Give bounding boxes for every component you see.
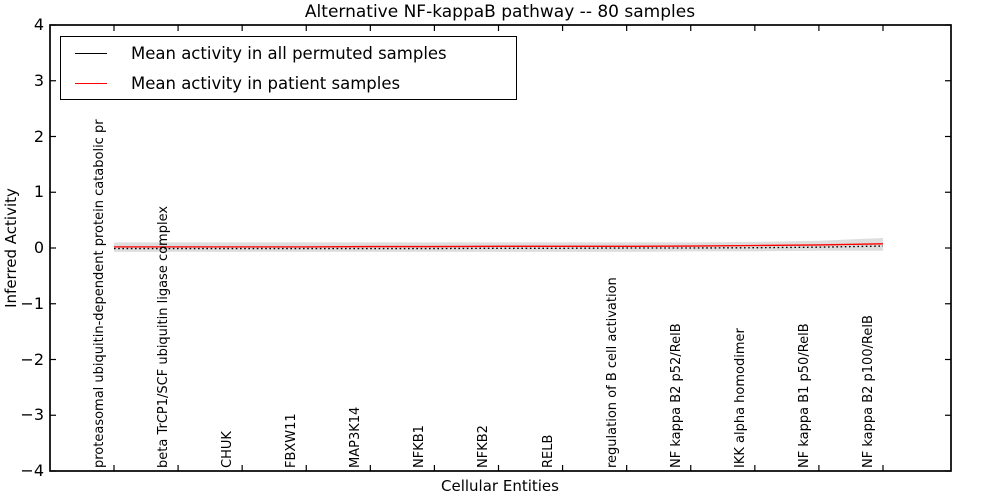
x-tick-label: NF kappa B2 p52/RelB bbox=[668, 323, 684, 468]
y-tick-label: −2 bbox=[20, 349, 44, 369]
x-tick-label: RELB bbox=[540, 434, 556, 468]
y-tick-label: −4 bbox=[20, 461, 44, 480]
x-tick-label: CHUK bbox=[220, 431, 236, 468]
y-tick-label: 0 bbox=[33, 238, 44, 257]
x-tick-label: IKK alpha homodimer bbox=[732, 328, 748, 468]
y-tick-label: −3 bbox=[20, 405, 44, 425]
y-tick-label: 2 bbox=[33, 126, 44, 146]
y-axis-label: Inferred Activity bbox=[2, 188, 20, 308]
x-tick-label: MAP3K14 bbox=[348, 406, 364, 468]
x-tick-label: NF kappa B1 p50/RelB bbox=[796, 323, 812, 468]
y-tick-label: 1 bbox=[33, 182, 44, 202]
patient-line-sample-icon bbox=[75, 82, 107, 84]
permuted-line-sample-icon bbox=[75, 52, 107, 54]
x-tick-label: NFKB2 bbox=[476, 425, 492, 468]
axes-frame bbox=[49, 24, 952, 472]
x-tick-label: proteasomal ubiquitin-dependent protein … bbox=[92, 119, 107, 468]
legend: Mean activity in all permuted samples Me… bbox=[60, 36, 517, 100]
x-tick-label: NF kappa B2 p100/RelB bbox=[860, 315, 876, 468]
series-line-1 bbox=[114, 243, 884, 248]
x-tick-label: NFKB1 bbox=[412, 425, 428, 468]
legend-entry-permuted: Mean activity in all permuted samples bbox=[61, 38, 516, 68]
legend-label: Mean activity in all permuted samples bbox=[131, 43, 447, 63]
x-tick-label: FBXW11 bbox=[284, 413, 300, 468]
x-tick-label: beta TrCP1/SCF ubiquitin ligase complex bbox=[156, 205, 172, 468]
y-tick-label: 4 bbox=[33, 15, 44, 34]
chart-title: Alternative NF-kappaB pathway -- 80 samp… bbox=[304, 2, 696, 22]
y-tick-label: −1 bbox=[20, 293, 44, 313]
y-tick-label: 3 bbox=[33, 70, 44, 90]
legend-entry-patient: Mean activity in patient samples bbox=[61, 68, 516, 98]
legend-label: Mean activity in patient samples bbox=[131, 73, 401, 93]
x-tick-label: regulation of B cell activation bbox=[604, 277, 620, 468]
x-axis-label: Cellular Entities bbox=[441, 477, 559, 495]
